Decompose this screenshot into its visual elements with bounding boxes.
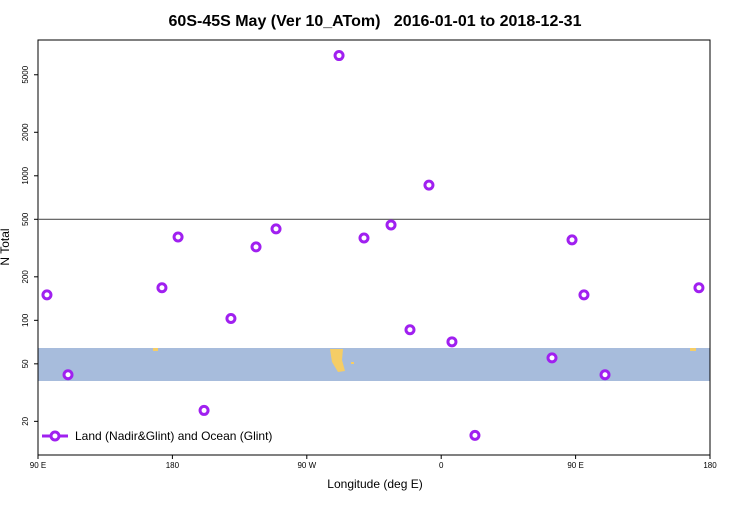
point	[546, 352, 558, 364]
point	[250, 241, 262, 253]
y-tick-label: 100	[21, 313, 30, 327]
point	[693, 282, 705, 294]
legend-label: Land (Nadir&Glint) and Ocean (Glint)	[75, 429, 272, 443]
land	[351, 362, 354, 364]
point	[404, 324, 416, 336]
x-tick-label: 0	[439, 461, 444, 470]
x-tick-label: 180	[166, 461, 180, 470]
point	[385, 219, 397, 231]
land	[153, 348, 158, 351]
y-axis-label: N Total	[0, 228, 12, 265]
point	[172, 231, 184, 243]
point	[358, 232, 370, 244]
point	[566, 234, 578, 246]
point	[333, 50, 345, 62]
y-tick-label: 200	[21, 270, 30, 284]
point	[469, 429, 481, 441]
y-tick-label: 500	[21, 212, 30, 226]
x-axis-label: Longitude (deg E)	[327, 477, 422, 491]
y-tick-label: 50	[21, 359, 30, 368]
y-tick-label: 20	[21, 416, 30, 425]
land	[690, 348, 696, 351]
plot-frame	[37, 39, 711, 456]
x-tick-label: 90 E	[567, 461, 583, 470]
point	[270, 223, 282, 235]
ocean-band	[38, 348, 710, 381]
point	[41, 289, 53, 301]
point	[198, 404, 210, 416]
point	[578, 289, 590, 301]
point	[225, 312, 237, 324]
point	[599, 369, 611, 381]
x-tick-label: 180	[703, 461, 717, 470]
point	[423, 179, 435, 191]
y-tick-label: 2000	[21, 123, 30, 141]
point	[446, 336, 458, 348]
y-tick-label: 1000	[21, 166, 30, 184]
map-strip	[38, 348, 710, 381]
land	[330, 349, 345, 372]
y-tick-label: 5000	[21, 65, 30, 83]
chart-title: 60S-45S May (Ver 10_ATom) 2016-01-01 to …	[169, 13, 582, 30]
x-tick-label: 90 W	[297, 461, 316, 470]
x-tick-label: 90 E	[30, 461, 46, 470]
legend-marker	[49, 430, 61, 442]
point	[62, 369, 74, 381]
point	[156, 282, 168, 294]
